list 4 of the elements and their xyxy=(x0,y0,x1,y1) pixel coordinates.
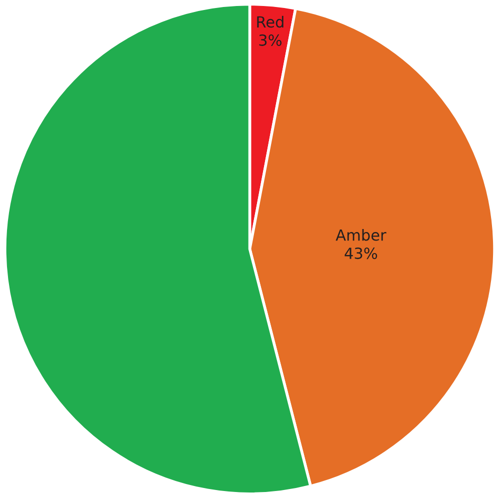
data-label: 43% xyxy=(344,248,378,260)
data-label: 3% xyxy=(259,34,282,46)
slice-label: Red xyxy=(257,16,284,28)
slice-label: Amber xyxy=(336,228,386,241)
